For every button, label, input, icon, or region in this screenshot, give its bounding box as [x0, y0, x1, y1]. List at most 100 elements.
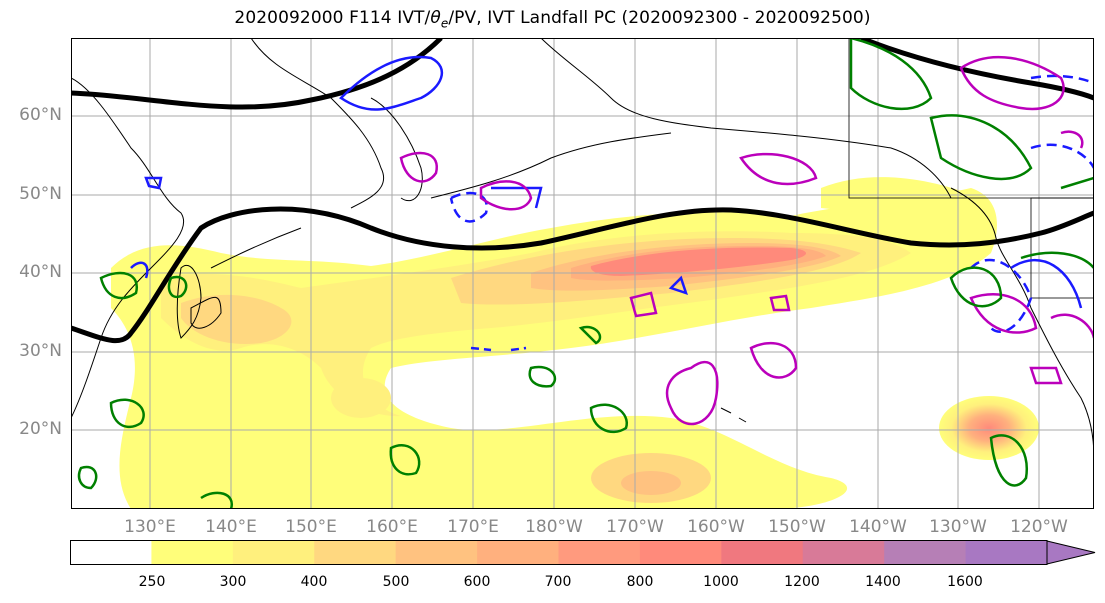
- green-contour-14: [1020, 251, 1094, 269]
- lat-label-20n: 20°N: [19, 419, 62, 439]
- green-contour-11: [989, 434, 1029, 487]
- pv-contour-8: [959, 55, 1065, 111]
- lat-label-50n: 50°N: [19, 184, 62, 204]
- box-us: [1030, 197, 1094, 299]
- colorbar-segment: [558, 540, 641, 565]
- blue-contour-2: [449, 191, 488, 223]
- lon-label-170w: 170°W: [606, 517, 664, 537]
- coast-nw-america: [950, 187, 1094, 459]
- box-canada: [848, 38, 1094, 199]
- coast-aleutians: [430, 132, 672, 199]
- colorbar-tick-500: 500: [382, 574, 410, 590]
- lon-label-150e: 150°E: [285, 517, 337, 537]
- colorbar-extend-arrow: [1046, 540, 1096, 565]
- colorbar-tick-600: 600: [463, 574, 491, 590]
- lon-label-120w: 120°W: [1010, 517, 1068, 537]
- lon-label-170e: 170°E: [447, 517, 499, 537]
- coast-asia: [71, 77, 185, 419]
- blue-contour-8: [1030, 143, 1094, 169]
- ivt-band-250-tail: [821, 177, 997, 243]
- lon-label-150w: 150°W: [768, 517, 826, 537]
- pv-contour-11: [1029, 366, 1063, 385]
- jet-main: [71, 206, 1094, 344]
- colorbar-segment: [314, 540, 397, 565]
- green-contour-12: [200, 491, 234, 509]
- colorbar-segment: [70, 540, 152, 565]
- green-contour-13: [77, 465, 98, 490]
- green-contour-1: [99, 271, 138, 300]
- blue-contour-6: [1010, 258, 1083, 309]
- pv-contour-5: [739, 152, 818, 186]
- green-contour-6: [528, 365, 557, 388]
- coast-kurils: [210, 227, 302, 269]
- blue-contour-4: [130, 261, 149, 279]
- lat-label-60n: 60°N: [19, 105, 62, 125]
- coastlines: [71, 38, 1094, 459]
- lon-label-130w: 130°W: [929, 517, 987, 537]
- coast-honshu: [190, 296, 222, 329]
- colorbar-tick-400: 400: [300, 574, 328, 590]
- colorbar-segment: [477, 540, 559, 565]
- colorbar-segment: [721, 540, 804, 565]
- jet-ne: [860, 38, 1094, 101]
- colorbar-segment: [639, 540, 722, 565]
- pv-contour-7: [769, 294, 791, 312]
- coast-siberia: [250, 38, 385, 209]
- pv-contour-10: [1050, 313, 1094, 339]
- colorbar-segment: [395, 540, 478, 565]
- lon-label-140w: 140°W: [849, 517, 907, 537]
- lon-label-160e: 160°E: [366, 517, 418, 537]
- coast-japan: [176, 265, 202, 339]
- ivt-blob-center: [331, 378, 391, 418]
- blue-contour-5: [970, 258, 1033, 333]
- colorbar-segment: [965, 540, 1048, 565]
- colorbar-segment: [884, 540, 967, 565]
- map-panel: [71, 38, 1094, 509]
- colorbar-tick-1400: 1400: [865, 574, 901, 590]
- jet-north: [71, 38, 443, 110]
- green-contour-8: [849, 38, 933, 111]
- colorbar-tick-1000: 1000: [703, 574, 739, 590]
- pv-contour-4: [749, 341, 798, 379]
- pv-contour-9: [969, 293, 1038, 334]
- ivt-band-400: [181, 294, 292, 344]
- lon-label-180w: 180°W: [525, 517, 583, 537]
- green-contour-3: [109, 398, 145, 429]
- coast-alaska: [540, 38, 952, 199]
- colorbar-tick-1200: 1200: [784, 574, 820, 590]
- blue-contour-9: [668, 275, 688, 295]
- pv-contour-6: [629, 291, 658, 318]
- jet-streams: [71, 38, 1094, 344]
- green-contour-2: [167, 275, 188, 299]
- blue-contour-11: [144, 176, 163, 190]
- colorbar-tick-250: 250: [138, 574, 166, 590]
- colorbar-tick-300: 300: [219, 574, 247, 590]
- colorbar-tick-800: 800: [626, 574, 654, 590]
- coast-hawaii: [720, 407, 747, 423]
- lat-label-40n: 40°N: [19, 262, 62, 282]
- pv-contour-3: [665, 361, 719, 426]
- green-contour-5: [389, 444, 421, 476]
- lon-label-130e: 130°E: [124, 517, 176, 537]
- green-contour-9: [929, 114, 1033, 181]
- pv-contour-1: [399, 151, 438, 183]
- green-contour-10: [949, 266, 1003, 308]
- colorbar-tick-700: 700: [544, 574, 572, 590]
- lat-label-30n: 30°N: [19, 341, 62, 361]
- blue-contour-3: [491, 186, 543, 209]
- colorbar-segment: [151, 540, 234, 565]
- theta-e-contours: [130, 55, 1094, 352]
- blue-contour-7: [1030, 74, 1094, 85]
- blue-contour-1: [339, 55, 443, 111]
- lon-label-140e: 140°E: [205, 517, 257, 537]
- green-contour-15: [1060, 176, 1094, 190]
- ivt-blob-hawaii: [939, 396, 1039, 460]
- coast-kamchatka: [370, 97, 423, 201]
- ivt-band-800: [590, 247, 806, 276]
- colorbar-segment: [232, 540, 315, 565]
- pv-contours: [399, 55, 1094, 426]
- lon-label-160w: 160°W: [687, 517, 745, 537]
- colorbar-tick-1600: 1600: [947, 574, 983, 590]
- blue-contour-10: [470, 346, 527, 352]
- green-contour-4: [589, 403, 628, 434]
